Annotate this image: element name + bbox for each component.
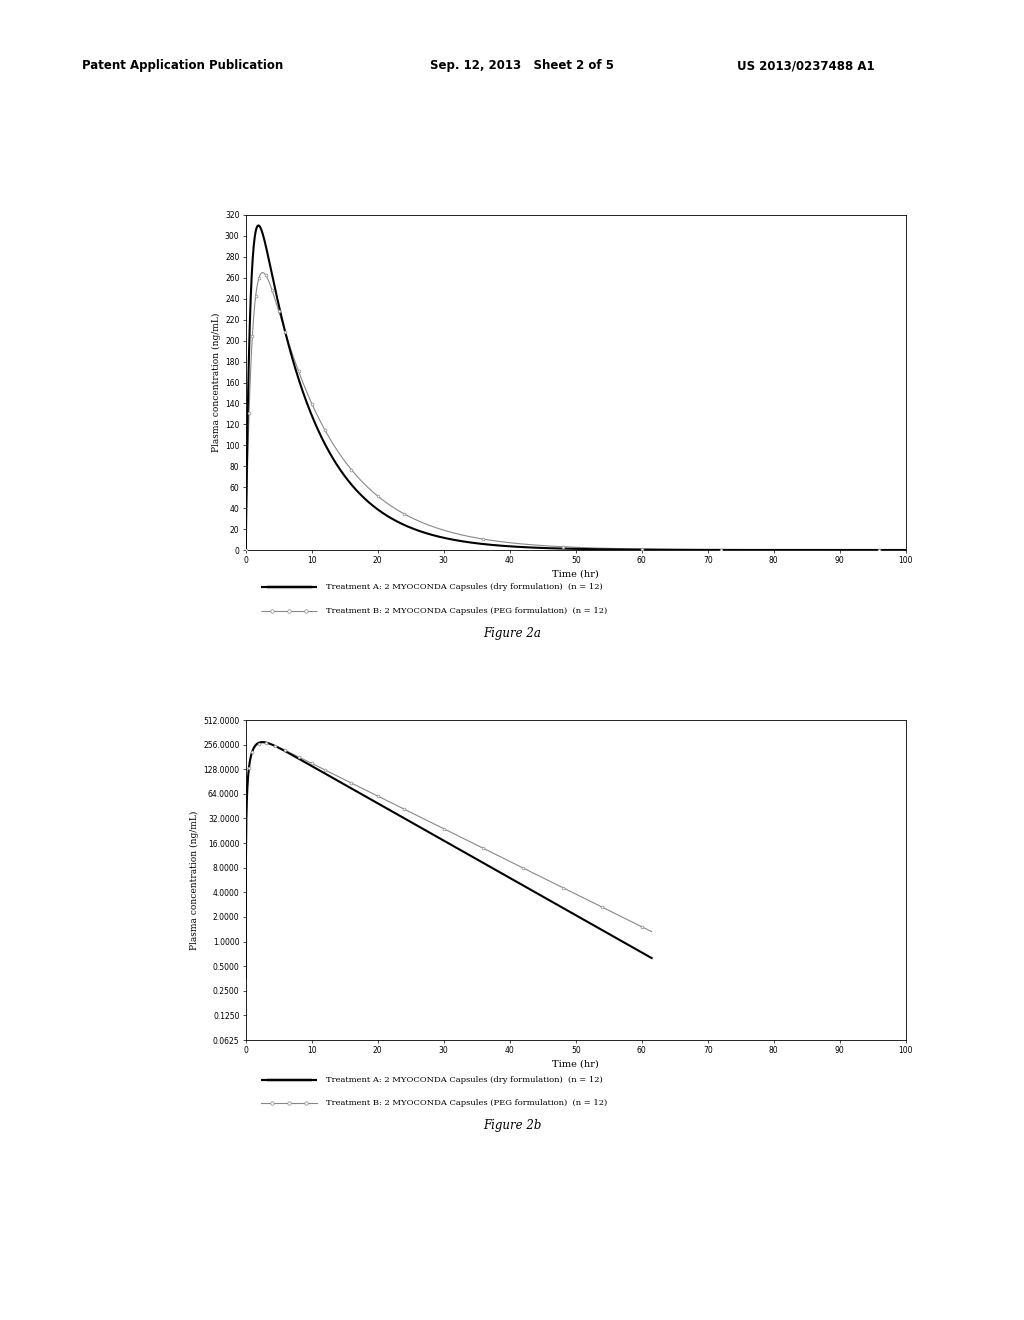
Text: Treatment B: 2 MYOCONDA Capsules (PEG formulation)  (n = 12): Treatment B: 2 MYOCONDA Capsules (PEG fo… xyxy=(326,607,607,615)
Text: Treatment A: 2 MYOCONDA Capsules (dry formulation)  (n = 12): Treatment A: 2 MYOCONDA Capsules (dry fo… xyxy=(326,1076,602,1084)
X-axis label: Time (hr): Time (hr) xyxy=(552,1060,599,1068)
Y-axis label: Plasma concentration (ng/mL): Plasma concentration (ng/mL) xyxy=(212,313,221,453)
Text: Treatment B: 2 MYOCONDA Capsules (PEG formulation)  (n = 12): Treatment B: 2 MYOCONDA Capsules (PEG fo… xyxy=(326,1100,607,1107)
Text: US 2013/0237488 A1: US 2013/0237488 A1 xyxy=(737,59,874,73)
Text: Treatment A: 2 MYOCONDA Capsules (dry formulation)  (n = 12): Treatment A: 2 MYOCONDA Capsules (dry fo… xyxy=(326,583,602,591)
Y-axis label: Plasma concentration (ng/mL): Plasma concentration (ng/mL) xyxy=(189,810,199,949)
X-axis label: Time (hr): Time (hr) xyxy=(552,569,599,578)
Text: Patent Application Publication: Patent Application Publication xyxy=(82,59,284,73)
Text: Figure 2a: Figure 2a xyxy=(483,627,541,640)
Text: Figure 2b: Figure 2b xyxy=(482,1119,542,1133)
Text: Sep. 12, 2013   Sheet 2 of 5: Sep. 12, 2013 Sheet 2 of 5 xyxy=(430,59,614,73)
